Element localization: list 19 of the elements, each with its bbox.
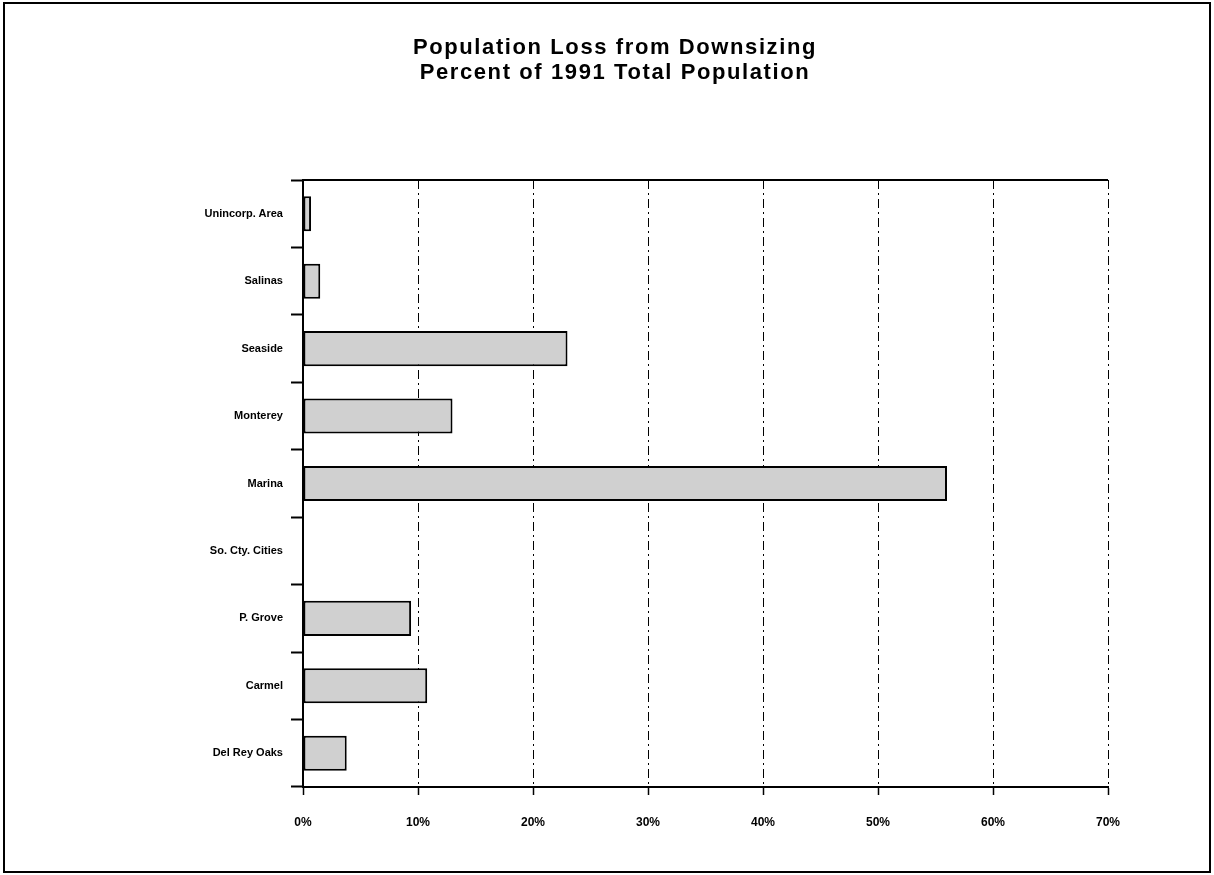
y-tick-label: Salinas bbox=[244, 274, 283, 287]
chart-title: Population Loss from Downsizing bbox=[412, 34, 818, 60]
x-tick-label: 40% bbox=[750, 814, 776, 829]
x-tick-label: 70% bbox=[1095, 814, 1121, 829]
y-tick-label: Carmel bbox=[245, 678, 283, 691]
chart-subtitle: Percent of 1991 Total Population bbox=[419, 59, 811, 85]
x-tick-label: 10% bbox=[405, 814, 431, 829]
y-tick-label: Unincorp. Area bbox=[204, 206, 284, 219]
x-tick-label: 50% bbox=[865, 814, 891, 829]
y-tick-label: Monterey bbox=[234, 409, 284, 422]
y-tick-label: Marina bbox=[247, 476, 284, 489]
y-tick-label: So. Cty. Cities bbox=[209, 543, 283, 556]
x-tick-label: 60% bbox=[980, 814, 1006, 829]
x-tick-label: 30% bbox=[635, 814, 661, 829]
x-tick-label: 0% bbox=[294, 814, 312, 829]
y-tick-label: Seaside bbox=[241, 341, 283, 354]
x-tick-label: 20% bbox=[520, 814, 546, 829]
y-tick-label: Del Rey Oaks bbox=[212, 746, 283, 759]
y-tick-label: P. Grove bbox=[239, 611, 283, 624]
